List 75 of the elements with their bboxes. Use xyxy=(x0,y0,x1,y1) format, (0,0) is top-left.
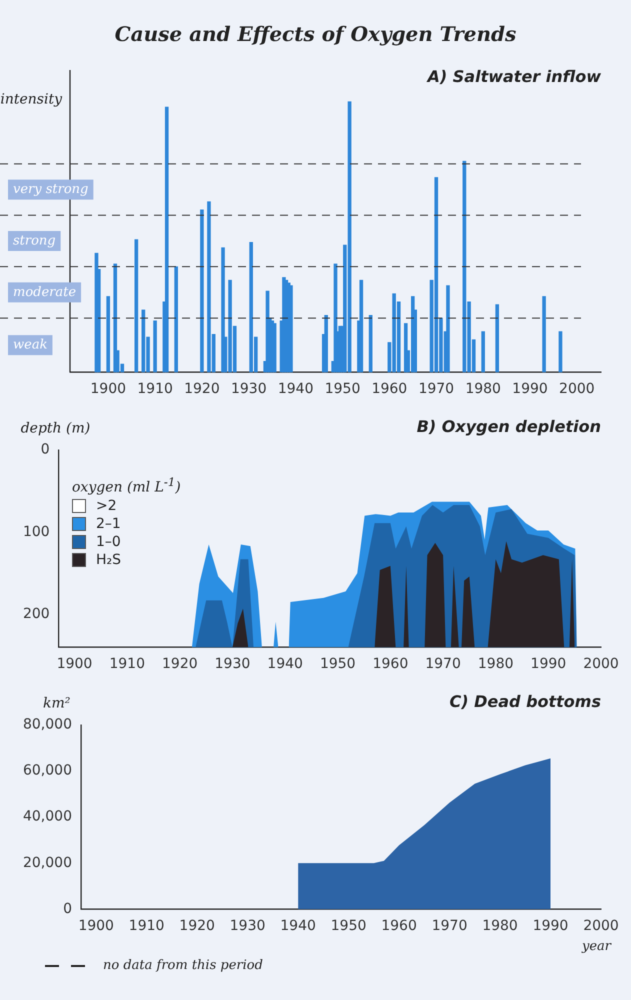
x-tick-label: 1960 xyxy=(381,918,417,934)
x-tick-label: 1910 xyxy=(128,918,164,934)
bar xyxy=(289,285,293,372)
chart-title: B) Oxygen depletion xyxy=(416,417,601,436)
chart-title: C) Dead bottoms xyxy=(449,692,601,712)
x-tick-label: 1970 xyxy=(425,656,461,672)
x-tick-label: 1990 xyxy=(530,656,566,672)
x-tick-label: 1940 xyxy=(280,918,316,934)
x-tick-label: 1910 xyxy=(137,381,173,398)
y-tick-label: 20,000 xyxy=(22,854,72,871)
x-tick-label: 1990 xyxy=(512,381,548,398)
x-tick-label: 1930 xyxy=(230,918,266,934)
x-tick-label: 1950 xyxy=(330,918,366,934)
x-tick-label: 1980 xyxy=(465,381,501,398)
x-tick-label: 1920 xyxy=(162,656,198,672)
x-tick-label: 1960 xyxy=(372,381,408,398)
x-tick-label: 1930 xyxy=(230,381,267,398)
x-tick-label: 1990 xyxy=(532,918,568,934)
bar xyxy=(153,320,157,372)
y-tick-label: 0 xyxy=(63,900,72,917)
legend-label: 1–0 xyxy=(96,534,121,550)
bar xyxy=(324,315,328,372)
bar xyxy=(272,323,276,372)
text: strong xyxy=(13,233,56,248)
y-tick-label: 0 xyxy=(40,442,50,458)
x-tick-label: 1970 xyxy=(418,381,454,398)
x-tick-label: 1920 xyxy=(184,381,220,398)
x-tick-label: 2000 xyxy=(559,381,595,398)
bar xyxy=(164,106,169,372)
y-tick-label: 100 xyxy=(22,524,50,540)
legend-label: 2–1 xyxy=(96,516,121,532)
legend-label: >2 xyxy=(96,498,117,514)
x-tick-label: 1900 xyxy=(90,381,126,398)
bar xyxy=(359,280,364,372)
y-axis-title: depth (m) xyxy=(20,420,90,437)
y-tick-label: 200 xyxy=(22,606,50,622)
text: moderate xyxy=(13,284,76,300)
text: very strong xyxy=(13,182,88,197)
x-tick-label: 1950 xyxy=(324,381,360,398)
y-tick-label: 80,000 xyxy=(22,716,72,733)
text: no data from this period xyxy=(103,958,263,973)
bar xyxy=(174,266,178,372)
y-axis-title: intensity xyxy=(0,92,64,108)
x-tick-label: 1910 xyxy=(109,656,145,672)
chart-title: Cause and Effects of Oxygen Trends xyxy=(114,22,518,46)
y-tick-label: 40,000 xyxy=(22,808,72,825)
bar xyxy=(481,331,485,372)
x-tick-label: 1960 xyxy=(372,656,408,672)
x-tick-label: 1950 xyxy=(320,656,356,672)
x-tick-label: 1980 xyxy=(478,656,514,672)
text: weak xyxy=(13,338,48,353)
bar xyxy=(542,296,546,372)
x-axis-title: year xyxy=(580,938,612,954)
bar xyxy=(368,315,372,372)
x-tick-label: 1980 xyxy=(482,918,518,934)
x-tick-label: 1940 xyxy=(278,381,314,398)
x-tick-label: 1940 xyxy=(267,656,303,672)
x-tick-label: 1970 xyxy=(432,918,468,934)
x-tick-label: 1920 xyxy=(179,918,215,934)
bar xyxy=(495,304,500,372)
legend-label: H₂S xyxy=(96,552,122,568)
y-axis-title: km² xyxy=(42,696,71,712)
bar xyxy=(134,239,138,372)
bar xyxy=(558,331,562,372)
x-tick-label: 2000 xyxy=(583,656,619,672)
x-tick-label: 1900 xyxy=(78,918,114,934)
bar xyxy=(446,285,450,372)
x-tick-label: 2000 xyxy=(583,918,619,934)
chart-subtitle: A) Saltwater inflow xyxy=(426,67,602,86)
bar xyxy=(200,210,204,372)
legend-title: oxygen (ml L$^{-1}$) xyxy=(72,475,181,496)
y-tick-label: 60,000 xyxy=(22,762,72,779)
bar xyxy=(106,296,110,372)
x-tick-label: 1930 xyxy=(214,656,250,672)
x-tick-label: 1900 xyxy=(56,656,92,672)
